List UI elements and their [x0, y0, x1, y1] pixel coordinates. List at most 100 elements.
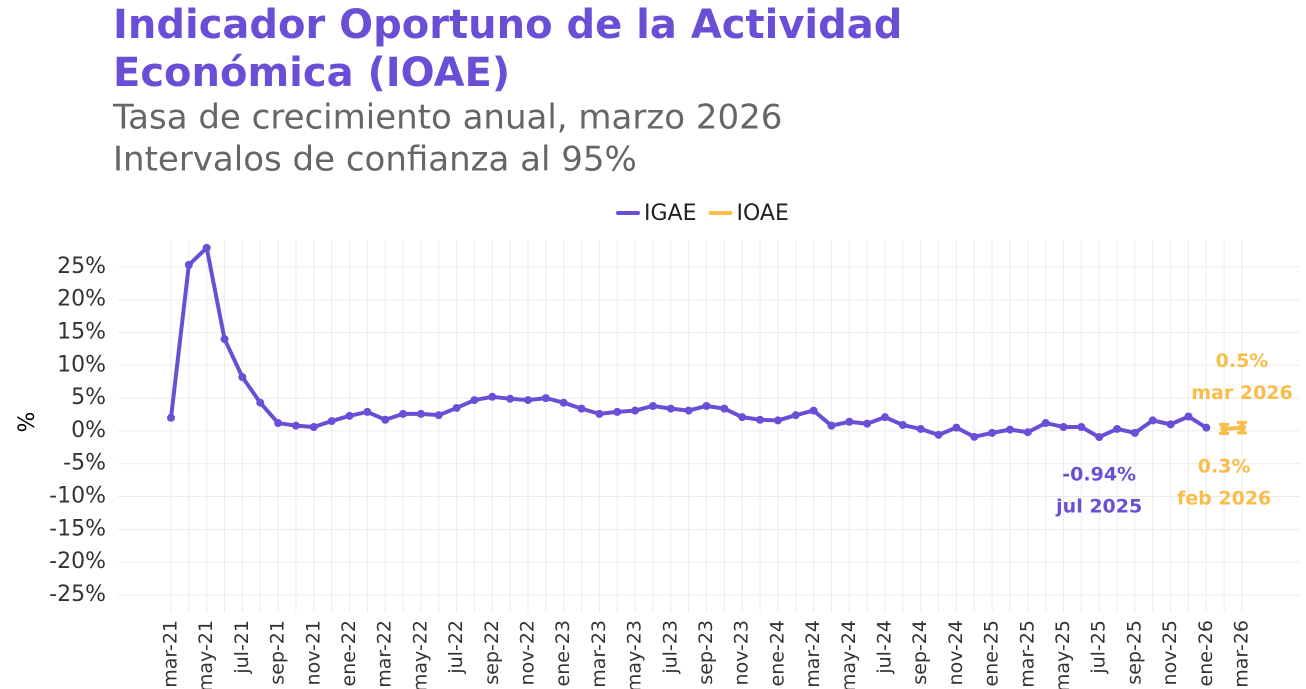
- data-point: [291, 421, 300, 430]
- data-point: [631, 406, 640, 415]
- y-tick-label: -25%: [49, 582, 106, 607]
- data-point: [1184, 412, 1193, 421]
- data-point: [1041, 419, 1050, 428]
- data-point: [863, 419, 872, 428]
- data-point: [756, 415, 765, 424]
- data-point: [1077, 422, 1086, 431]
- data-point: [1023, 428, 1032, 437]
- data-point: [345, 411, 354, 420]
- chart-title: Económica (IOAE): [113, 50, 510, 96]
- x-tick-label: ene-24: [766, 620, 788, 686]
- data-point: [988, 428, 997, 437]
- x-tick-label: may-22: [409, 620, 431, 689]
- y-tick-label: 20%: [57, 287, 106, 312]
- data-point: [541, 394, 550, 403]
- x-tick-label: nov-21: [302, 620, 324, 685]
- data-point: [256, 398, 265, 407]
- data-point: [684, 406, 693, 415]
- data-point: [1130, 428, 1139, 437]
- x-tick-label: nov-22: [517, 620, 539, 685]
- chart-subtitle: Intervalos de confianza al 95%: [113, 140, 637, 180]
- data-point: [1005, 425, 1014, 434]
- x-tick-label: sep-25: [1123, 620, 1145, 685]
- x-tick-label: nov-23: [731, 620, 753, 685]
- data-point: [720, 404, 729, 413]
- data-label: 0.5%: [1216, 350, 1269, 372]
- data-point: [238, 373, 247, 382]
- data-point: [952, 423, 961, 432]
- data-label: jul 2025: [1055, 496, 1142, 518]
- data-point: [524, 396, 532, 405]
- x-tick-label: jul-21: [231, 620, 253, 675]
- data-point: [416, 409, 425, 418]
- x-tick-label: sep-23: [695, 620, 717, 685]
- data-point: [1148, 416, 1157, 425]
- chart-subtitle: Tasa de crecimiento anual, marzo 2026: [112, 98, 782, 138]
- data-point: [452, 403, 461, 412]
- data-label: feb 2026: [1177, 487, 1271, 509]
- y-tick-label: 0%: [71, 418, 106, 443]
- x-tick-label: mar-23: [588, 620, 610, 688]
- data-point: [666, 404, 675, 413]
- x-tick-label: mar-22: [374, 620, 396, 688]
- x-tick-label: jul-23: [659, 620, 681, 675]
- data-point: [1220, 424, 1229, 433]
- x-tick-label: ene-26: [1195, 620, 1217, 686]
- x-tick-label: may-24: [838, 620, 860, 689]
- x-tick-label: sep-22: [481, 620, 503, 685]
- data-label: 0.3%: [1198, 455, 1251, 477]
- data-point: [434, 411, 443, 420]
- data-point: [1059, 422, 1068, 431]
- y-tick-label: 5%: [71, 385, 106, 410]
- data-point: [363, 407, 372, 416]
- data-label: -0.94%: [1062, 464, 1136, 486]
- data-point: [898, 421, 907, 430]
- data-point: [702, 401, 711, 410]
- data-point: [738, 413, 747, 422]
- x-tick-label: mar-24: [802, 620, 824, 688]
- data-point: [220, 335, 229, 344]
- x-tick-label: mar-25: [1016, 620, 1038, 688]
- data-point: [773, 416, 782, 425]
- data-point: [559, 398, 568, 407]
- data-point: [184, 260, 193, 269]
- data-point: [934, 430, 943, 439]
- data-point: [1095, 433, 1104, 442]
- data-point: [1166, 420, 1175, 429]
- data-point: [881, 413, 889, 422]
- x-tick-label: nov-25: [1159, 620, 1181, 685]
- y-tick-label: -15%: [49, 516, 106, 541]
- data-point: [327, 417, 336, 426]
- x-tick-label: nov-24: [945, 620, 967, 685]
- data-point: [488, 392, 497, 401]
- x-tick-label: jul-22: [445, 620, 467, 675]
- x-tick-label: sep-24: [909, 620, 931, 685]
- data-point: [1238, 423, 1246, 432]
- data-point: [1202, 423, 1211, 432]
- x-tick-label: sep-21: [267, 620, 289, 685]
- data-point: [595, 409, 604, 418]
- data-point: [809, 406, 818, 415]
- data-point: [970, 432, 979, 441]
- data-point: [648, 401, 657, 410]
- y-tick-label: -10%: [49, 484, 106, 509]
- data-point: [577, 404, 586, 413]
- x-tick-label: mar-21: [160, 620, 182, 688]
- x-tick-label: jul-25: [1088, 620, 1110, 675]
- data-point: [202, 243, 211, 252]
- data-point: [506, 394, 515, 403]
- x-tick-label: ene-25: [981, 620, 1003, 686]
- data-point: [167, 413, 175, 422]
- data-point: [791, 411, 800, 420]
- x-tick-label: may-25: [1052, 620, 1074, 689]
- data-point: [274, 419, 283, 428]
- data-point: [845, 417, 854, 426]
- x-tick-label: may-23: [624, 620, 646, 689]
- data-point: [827, 421, 836, 430]
- x-tick-label: may-21: [195, 620, 217, 689]
- y-tick-label: -5%: [63, 451, 106, 476]
- data-point: [613, 407, 622, 416]
- x-tick-label: ene-22: [338, 620, 360, 686]
